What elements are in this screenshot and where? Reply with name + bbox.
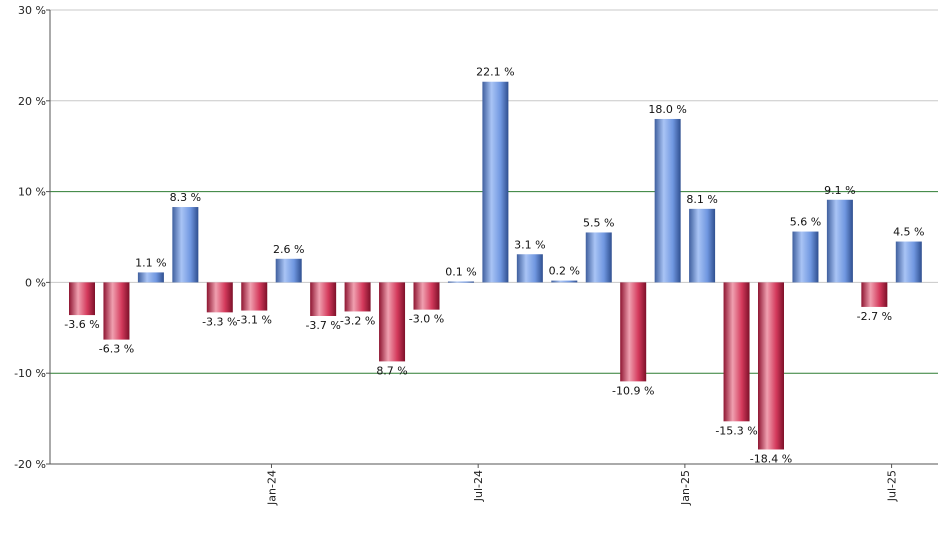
bar (447, 281, 474, 283)
y-tick-label-30: 30 % (18, 4, 46, 17)
bars (69, 81, 922, 450)
bar (310, 282, 337, 316)
data-label: -18.4 % (750, 452, 792, 465)
data-label: -3.3 % (202, 315, 237, 328)
x-tick-label: Jul-25 (886, 470, 899, 502)
bar (723, 282, 750, 422)
data-label: -2.7 % (857, 310, 892, 323)
data-label: -3.2 % (340, 314, 375, 327)
bar (137, 272, 164, 283)
bar (344, 282, 371, 312)
data-label: -3.6 % (64, 318, 99, 331)
data-label: 5.5 % (583, 216, 614, 229)
x-tick-label: Jul-24 (472, 470, 485, 502)
bar (516, 254, 543, 283)
data-label: -6.3 % (99, 343, 134, 356)
data-label: 2.6 % (273, 243, 304, 256)
data-label: 0.1 % (445, 265, 476, 278)
data-label: -3.1 % (237, 314, 272, 327)
bar (551, 280, 578, 283)
bar (103, 282, 130, 340)
data-label: 22.1 % (476, 66, 514, 79)
data-label: 8.7 % (376, 364, 407, 377)
data-label: 18.0 % (648, 103, 686, 116)
data-label: 1.1 % (135, 256, 166, 269)
bar (206, 282, 233, 313)
bar (482, 81, 509, 283)
bar (275, 258, 302, 283)
bar (172, 207, 199, 283)
x-tick-label: Jan-25 (679, 470, 692, 506)
data-label: 3.1 % (514, 238, 545, 251)
data-label: 4.5 % (893, 226, 924, 239)
bar (792, 231, 819, 283)
bar (241, 282, 268, 311)
y-tick-label-0: 0 % (25, 276, 46, 289)
bar (654, 118, 681, 283)
data-label: 8.3 % (170, 191, 201, 204)
bar (413, 282, 440, 310)
bar (895, 241, 922, 283)
x-tick-label: Jan-24 (265, 470, 278, 506)
data-label: 8.1 % (686, 193, 717, 206)
data-label: -3.7 % (305, 319, 340, 332)
bar (758, 282, 784, 450)
y-tick-label--10: -10 % (14, 367, 46, 380)
y-tick-label-10: 10 % (18, 186, 46, 199)
bar (826, 199, 853, 283)
data-label: 5.6 % (790, 216, 821, 229)
axes: -20 % -10 % 0 % 10 % 20 % 30 % Jan-24 Jul-24 Jan… (14, 4, 938, 506)
data-label: -15.3 % (715, 424, 757, 437)
bar (689, 208, 716, 283)
bar (585, 232, 612, 283)
data-label: -3.0 % (409, 313, 444, 326)
y-tick-label-20: 20 % (18, 95, 46, 108)
data-labels: -3.6 %-6.3 % 1.1 % 8.3 % -3.3 % -3.1 % 2.6 % -… (64, 66, 924, 466)
data-label: -10.9 % (612, 384, 654, 397)
bar (620, 282, 647, 382)
data-label: 9.1 % (824, 184, 855, 197)
bar (69, 282, 95, 316)
bar (379, 282, 406, 362)
data-label: 0.2 % (549, 265, 580, 278)
bar (861, 282, 888, 307)
y-tick-label--20: -20 % (14, 458, 46, 471)
